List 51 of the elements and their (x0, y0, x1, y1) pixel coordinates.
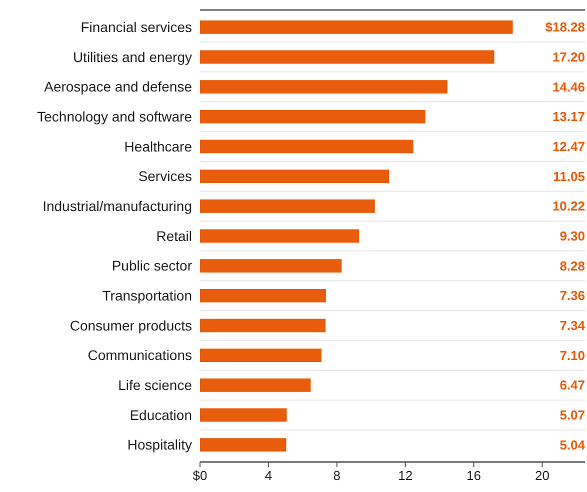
x-tick-label: 20 (534, 468, 550, 483)
bar (200, 170, 390, 184)
bar (200, 80, 448, 94)
y-tick-label: Life science (118, 377, 192, 394)
bar (200, 50, 494, 64)
data-label: 17.20 (552, 50, 585, 65)
data-label: 14.46 (552, 79, 585, 94)
y-tick-label: Transportation (102, 288, 192, 304)
y-tick-label: Services (138, 168, 192, 184)
y-tick-label: Public sector (112, 258, 192, 274)
bar (200, 288, 326, 302)
bar (200, 140, 414, 154)
bar (200, 110, 426, 124)
x-tick-label: 12 (398, 468, 413, 483)
bar (200, 229, 360, 243)
data-label: $18.28 (545, 20, 585, 35)
bar (200, 259, 342, 273)
x-tick-label: $0 (192, 468, 208, 483)
data-label: 6.47 (560, 378, 585, 393)
data-label: 10.22 (552, 198, 585, 214)
bar (200, 438, 286, 452)
y-tick-label: Healthcare (124, 138, 192, 154)
y-tick-label: Retail (156, 228, 192, 244)
x-tick-label: 8 (333, 468, 341, 483)
data-label: 5.07 (560, 408, 585, 423)
data-label: 5.04 (560, 437, 586, 452)
y-tick-label: Communications (88, 347, 192, 364)
y-tick-label: Aerospace and defense (44, 78, 192, 95)
bar (200, 348, 322, 362)
data-label: 7.36 (560, 288, 585, 304)
data-label: 9.30 (560, 228, 585, 244)
bar (200, 20, 513, 34)
data-label: 12.47 (552, 139, 585, 154)
y-tick-label: Education (130, 406, 192, 423)
y-tick-label: Consumer products (70, 317, 192, 334)
bar (200, 378, 311, 392)
x-tick-label: 4 (264, 468, 272, 483)
y-tick-label: Industrial/manufacturing (42, 198, 192, 214)
bar (200, 408, 287, 422)
data-label: 13.17 (552, 109, 585, 124)
x-tick-label: 16 (466, 468, 482, 483)
data-label: 8.28 (560, 258, 585, 274)
y-tick-label: Technology and software (37, 108, 192, 125)
y-tick-label: Hospitality (127, 436, 192, 453)
data-label: 7.10 (560, 348, 585, 363)
data-label: 11.05 (553, 168, 585, 184)
bar (200, 318, 326, 332)
y-tick-label: Utilities and energy (72, 48, 192, 65)
data-label: 7.34 (560, 318, 586, 334)
y-tick-label: Financial services (80, 19, 192, 36)
bar (200, 199, 375, 213)
